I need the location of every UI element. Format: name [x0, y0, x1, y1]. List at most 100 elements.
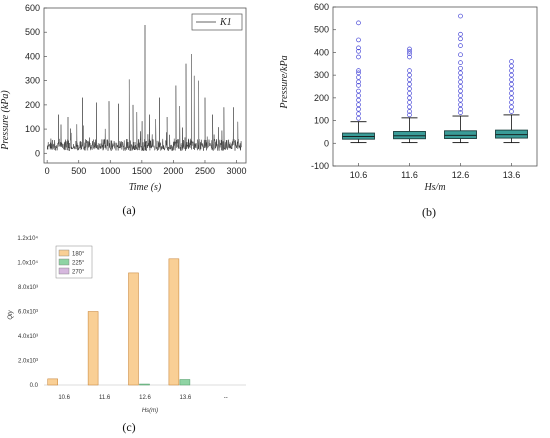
- chart-b-xtick-label: 12.6: [452, 170, 470, 180]
- box-outlier: [407, 54, 412, 60]
- box-outlier: [407, 81, 412, 87]
- box-outlier: [509, 95, 514, 101]
- chart-c-legend: 180° 225° 270°: [55, 245, 93, 279]
- chart-b-xtick-label: 11.6: [401, 170, 418, 180]
- chart-a-frame: [43, 7, 247, 164]
- chart-b-ytick-label: 300: [314, 70, 329, 80]
- legend-label-2: 270°: [72, 270, 85, 276]
- chart-c-ylabel: Qty: [8, 309, 14, 319]
- bar-180°-12.6: [128, 272, 139, 386]
- box-outlier: [407, 51, 412, 56]
- box-outlier: [458, 13, 463, 19]
- box-outlier: [407, 48, 412, 54]
- chart-b-ytick-label: 100: [314, 116, 329, 126]
- box-outlier: [509, 86, 514, 92]
- legend-swatch-2: [58, 267, 70, 275]
- chart-a-xtick-label: 3000: [227, 166, 247, 176]
- chart-c-xlabel: Hs(m): [142, 408, 158, 414]
- chart-a-ytick-label: 100: [25, 124, 40, 134]
- chart-a-ytick-label: 600: [25, 3, 40, 13]
- chart-c-xtick-label: 13.6: [180, 395, 192, 401]
- box-body: [444, 130, 477, 139]
- chart-b-ytick-label: 600: [314, 2, 329, 12]
- box-outlier: [458, 110, 463, 115]
- box-outlier: [407, 100, 412, 105]
- panel-label-b: (b): [422, 205, 436, 219]
- chart-c-ytick-label: 4.0x10³: [18, 334, 38, 340]
- box-outlier: [356, 79, 361, 85]
- chart-a-ytick-label: 500: [25, 27, 40, 37]
- bar-225°-12.6: [139, 383, 150, 386]
- box-outlier: [458, 70, 463, 76]
- box-body: [495, 129, 528, 139]
- box-outlier: [509, 72, 514, 78]
- chart-c-xtick-label: 10.6: [58, 395, 70, 401]
- chart-b-ytick-label: 500: [314, 25, 329, 35]
- chart-b-ylabel: Pressure/kPa: [279, 55, 290, 109]
- chart-c-ytick-label: 1.0x10⁴: [17, 260, 38, 267]
- box-outlier: [407, 68, 412, 73]
- legend-swatch-0: [58, 249, 70, 257]
- legend-swatch-1: [58, 258, 70, 266]
- box-outlier: [407, 77, 412, 83]
- box-outlier: [509, 109, 514, 114]
- legend-label-k1: K1: [219, 17, 232, 28]
- box-outlier: [458, 79, 463, 85]
- chart-a-xtick-label: 1000: [100, 166, 120, 176]
- box-outlier: [458, 31, 463, 37]
- chart-b-ytick-label: -100: [311, 161, 329, 171]
- chart-c-xtick-label: 11.6: [99, 395, 111, 401]
- chart-c-ytick-label: 6.0x10³: [18, 310, 38, 316]
- box-outlier: [407, 95, 412, 101]
- chart-a-ytick-label: 400: [25, 51, 40, 61]
- box-outlier: [407, 46, 412, 52]
- box-outlier: [458, 43, 463, 48]
- box-outlier: [356, 20, 361, 26]
- panel-label-c: (c): [122, 420, 135, 434]
- box-outlier: [356, 93, 361, 98]
- chart-c-ytick-label: 2.0x10³: [18, 359, 38, 365]
- box-outlier: [458, 84, 463, 89]
- chart-a-xtick-label: 2000: [163, 166, 183, 176]
- chart-a-xtick-label: 1500: [132, 166, 152, 176]
- box-outlier: [509, 68, 514, 73]
- legend-label-0: 180°: [72, 252, 85, 258]
- chart-c-xtick-label: 12.6: [139, 395, 151, 401]
- chart-b-ytick-label: 200: [314, 93, 329, 103]
- box-outlier: [407, 104, 412, 110]
- box-outlier: [407, 72, 412, 78]
- chart-b-frame: [332, 6, 538, 167]
- box-outlier: [458, 75, 463, 80]
- chart-a-ytick-label: 0: [35, 148, 40, 158]
- box-outlier: [509, 104, 514, 110]
- box-outlier: [356, 68, 361, 73]
- box-outlier: [356, 88, 361, 94]
- box-outlier: [356, 115, 361, 121]
- box-outlier: [356, 70, 361, 76]
- chart-b-ytick-label: 400: [314, 47, 329, 57]
- chart-a-xtick-label: 2500: [195, 166, 215, 176]
- box-outlier: [458, 102, 463, 108]
- chart-a-xtick-label: 500: [71, 166, 86, 176]
- box-outlier: [458, 36, 463, 42]
- chart-b-xlabel: Hs/m: [423, 182, 445, 193]
- chart-a-time-series: 0 100 200 300 400 500 600 0 500 1000 1500 2000 2500 3…: [0, 3, 247, 217]
- chart-a-series-k1: [46, 24, 242, 152]
- box-outlier: [356, 102, 361, 108]
- box-outlier: [509, 63, 514, 69]
- chart-c-bar-chart: 0.0 2.0x10³ 4.0x10³ 6.0x10³ 8.0x10³ 1.0x10⁴ 1.…: [8, 235, 246, 434]
- box-outlier: [509, 100, 514, 105]
- box-outlier: [509, 59, 514, 64]
- box-outlier: [356, 83, 361, 88]
- box-outlier: [458, 60, 463, 66]
- box-outlier: [356, 75, 361, 80]
- box-outlier: [407, 90, 412, 96]
- box-outlier: [458, 97, 463, 103]
- chart-a-legend: K1: [196, 17, 232, 28]
- box-outlier: [407, 112, 412, 118]
- box-outlier: [509, 90, 514, 96]
- chart-c-xtick-label: --: [224, 395, 228, 401]
- chart-c-ytick-label: 0.0: [30, 383, 39, 389]
- box-outlier: [509, 77, 514, 83]
